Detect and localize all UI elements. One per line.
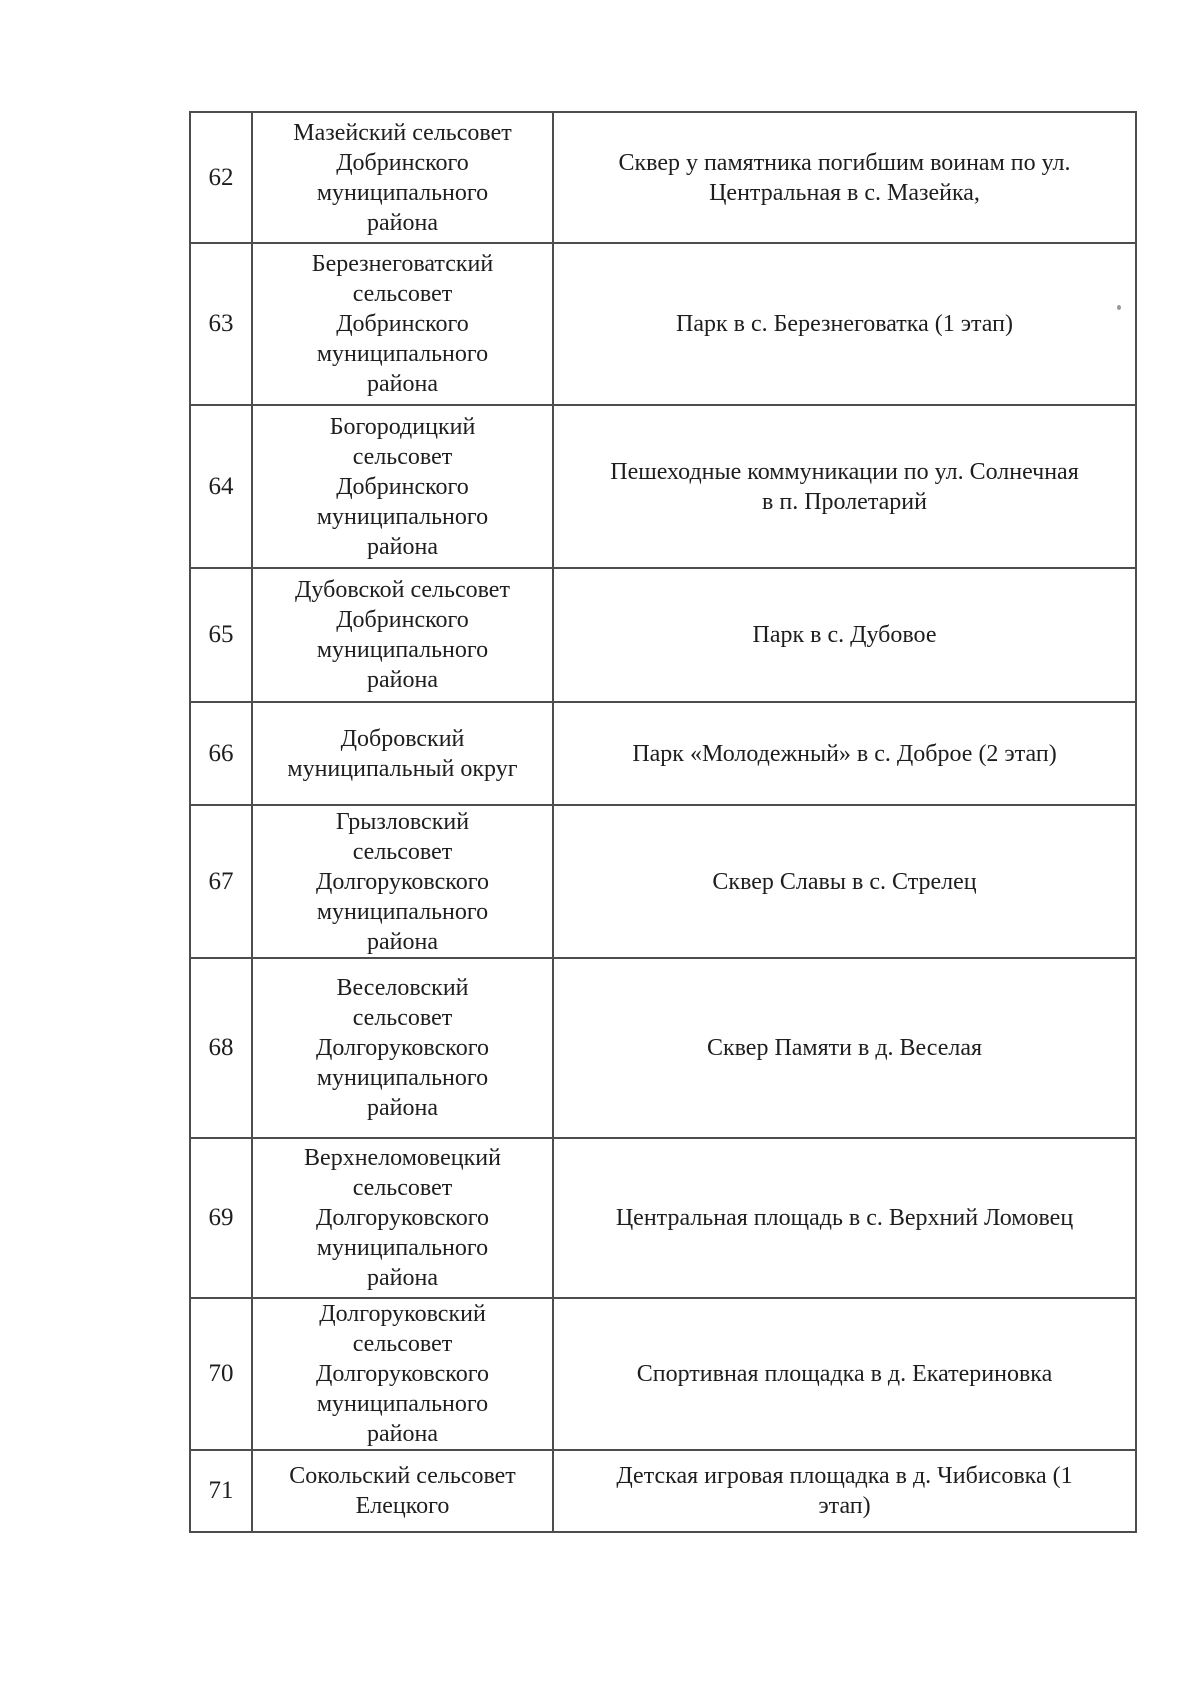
municipality-cell: Веселовский сельсовет Долгоруковского му… [251, 957, 554, 1139]
table-row: 67 Грызловский сельсовет Долгоруковского… [189, 804, 1137, 959]
table-row: 63 Березнеговатский сельсовет Добринског… [189, 242, 1137, 406]
row-number: 67 [189, 804, 253, 959]
table-row: 70 Долгоруковский сельсовет Долгоруковск… [189, 1297, 1137, 1451]
row-number: 62 [189, 111, 253, 244]
table-row: 69 Верхнеломовецкий сельсовет Долгоруков… [189, 1137, 1137, 1299]
objects-table: 62 Мазейский сельсовет Добринского муниц… [189, 111, 1137, 1533]
table-row: 66 Добровский муниципальный округ Парк «… [189, 701, 1137, 806]
municipality-cell: Грызловский сельсовет Долгоруковского му… [251, 804, 554, 959]
object-cell: Детская игровая площадка в д. Чибисовка … [552, 1449, 1137, 1533]
object-cell: Спортивная площадка в д. Екатериновка [552, 1297, 1137, 1451]
municipality-cell: Дубовской сельсовет Добринского муниципа… [251, 567, 554, 703]
object-cell: Центральная площадь в с. Верхний Ломовец [552, 1137, 1137, 1299]
municipality-cell: Сокольский сельсовет Елецкого [251, 1449, 554, 1533]
object-cell: Сквер Памяти в д. Веселая [552, 957, 1137, 1139]
municipality-cell: Добровский муниципальный округ [251, 701, 554, 806]
row-number: 66 [189, 701, 253, 806]
object-cell: Пешеходные коммуникации по ул. Солнечная… [552, 404, 1137, 569]
table-row: 68 Веселовский сельсовет Долгоруковского… [189, 957, 1137, 1139]
municipality-cell: Верхнеломовецкий сельсовет Долгоруковско… [251, 1137, 554, 1299]
object-cell: Сквер Славы в с. Стрелец [552, 804, 1137, 959]
object-cell: Парк в с. Дубовое [552, 567, 1137, 703]
row-number: 64 [189, 404, 253, 569]
object-cell: Сквер у памятника погибшим воинам по ул.… [552, 111, 1137, 244]
row-number: 68 [189, 957, 253, 1139]
row-number: 71 [189, 1449, 253, 1533]
scan-artifact-dot [1117, 305, 1121, 310]
municipality-cell: Долгоруковский сельсовет Долгоруковского… [251, 1297, 554, 1451]
row-number: 65 [189, 567, 253, 703]
object-cell: Парк «Молодежный» в с. Доброе (2 этап) [552, 701, 1137, 806]
municipality-cell: Мазейский сельсовет Добринского муниципа… [251, 111, 554, 244]
table-row: 62 Мазейский сельсовет Добринского муниц… [189, 111, 1137, 244]
table-row: 64 Богородицкий сельсовет Добринского му… [189, 404, 1137, 569]
row-number: 69 [189, 1137, 253, 1299]
table-row: 65 Дубовской сельсовет Добринского муниц… [189, 567, 1137, 703]
row-number: 70 [189, 1297, 253, 1451]
object-cell: Парк в с. Березнеговатка (1 этап) [552, 242, 1137, 406]
row-number: 63 [189, 242, 253, 406]
table-row: 71 Сокольский сельсовет Елецкого Детская… [189, 1449, 1137, 1533]
municipality-cell: Березнеговатский сельсовет Добринского м… [251, 242, 554, 406]
municipality-cell: Богородицкий сельсовет Добринского муниц… [251, 404, 554, 569]
